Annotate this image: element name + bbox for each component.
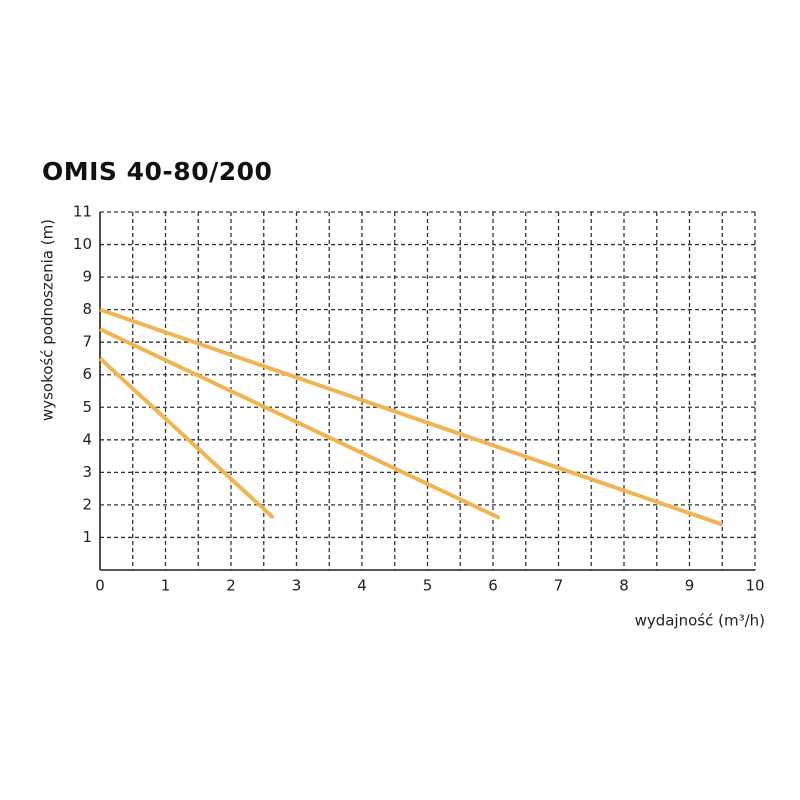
chart-title: OMIS 40-80/200	[42, 157, 272, 186]
y-tick-label: 4	[82, 430, 92, 448]
x-tick-label: 1	[161, 577, 171, 595]
y-tick-label: 5	[82, 398, 92, 416]
x-tick-label: 6	[488, 577, 498, 595]
series-line	[99, 327, 501, 520]
x-tick-label: 5	[423, 577, 433, 595]
series-line	[99, 307, 723, 527]
x-tick-label: 4	[357, 577, 367, 595]
y-tick-label: 11	[73, 203, 92, 221]
x-axis-label: wydajność (m³/h)	[635, 612, 765, 630]
x-tick-label: 9	[685, 577, 695, 595]
x-tick-label: 10	[745, 577, 764, 595]
x-tick-label: 7	[554, 577, 564, 595]
x-tick-label: 2	[226, 577, 236, 595]
y-axis-label: wysokość podnoszenia (m)	[39, 219, 57, 421]
x-tick-label: 3	[292, 577, 302, 595]
y-tick-label: 2	[82, 495, 92, 513]
y-tick-label: 7	[82, 333, 92, 351]
series-line	[98, 356, 275, 520]
x-tick-label: 0	[95, 577, 105, 595]
y-tick-label: 3	[82, 463, 92, 481]
x-tick-label: 8	[619, 577, 629, 595]
y-tick-label: 6	[82, 365, 92, 383]
y-tick-label: 1	[82, 528, 92, 546]
y-tick-label: 8	[82, 300, 92, 318]
y-tick-label: 10	[73, 235, 92, 253]
y-tick-label: 9	[82, 268, 92, 286]
